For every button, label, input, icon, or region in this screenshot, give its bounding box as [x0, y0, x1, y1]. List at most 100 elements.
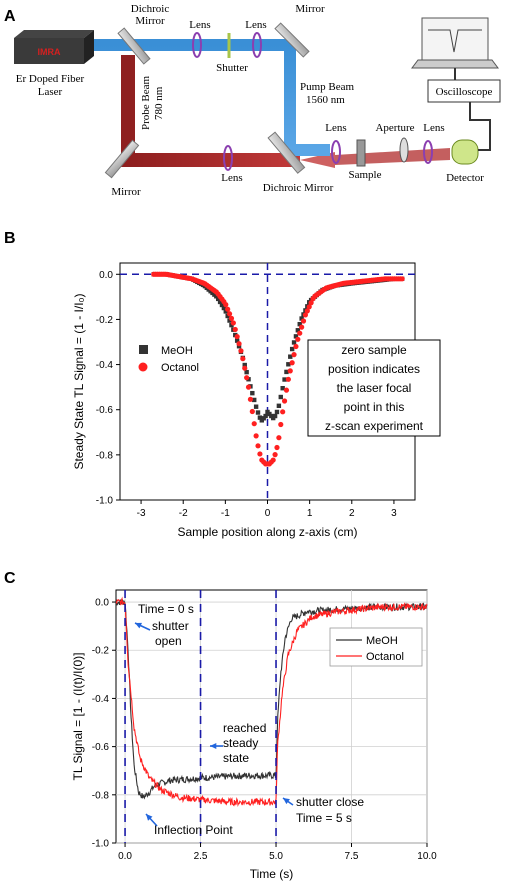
annotation-line-4: point in this	[344, 400, 405, 414]
panel-b-point-octanol	[251, 421, 257, 427]
panel-b-point-octanol	[300, 318, 307, 324]
panel-b-point-octanol	[306, 304, 312, 310]
probe-beam-path	[121, 55, 300, 167]
panel-b-point-octanol	[295, 336, 301, 342]
panel-b-point-octanol	[228, 315, 235, 321]
aperture	[399, 137, 409, 163]
pump-beam-label-1: Pump Beam	[300, 81, 355, 93]
panel-c-y-tick-label: -1.0	[92, 839, 110, 850]
panel-c-y-axis-label: TL Signal = [1 - (I(t)/I(0)]	[71, 653, 85, 781]
panel-b-y-tick-label: -0.4	[96, 360, 114, 371]
panel-b-point-meoh	[263, 413, 268, 419]
lens-5-label: Lens	[423, 122, 444, 134]
arrow-shutter-open-head	[135, 622, 142, 629]
lens-1-label: Lens	[189, 19, 210, 31]
mirror-bottom-left-label: Mirror	[111, 186, 141, 198]
panel-b-legend-marker-octanol	[138, 362, 148, 372]
panel-c-annotations: Time = 0 s shutter open reached steady s…	[138, 602, 364, 837]
panel-b-point-meoh	[295, 328, 301, 333]
panel-b-point-octanol	[255, 443, 261, 449]
panel-c-legend-label-octanol: Octanol	[366, 651, 404, 663]
panel-b-point-meoh	[276, 403, 282, 409]
lens-3-label: Lens	[221, 172, 242, 184]
annotation-steady-3: state	[223, 751, 249, 765]
panel-b-point-meoh	[288, 354, 293, 359]
laptop-icon	[411, 17, 499, 69]
panel-b-x-tick-label: 2	[349, 508, 355, 519]
panel-b-legend-label-meoh: MeOH	[161, 345, 193, 357]
sample-label: Sample	[349, 169, 382, 181]
dichroic-bottom-label: Dichroic Mirror	[263, 182, 334, 194]
panel-c-y-tick-label: 0.0	[95, 598, 109, 609]
panel-b-point-octanol	[249, 408, 255, 415]
panel-b-point-octanol	[245, 384, 252, 390]
pump-beam-label-2: 1560 nm	[306, 94, 345, 106]
panel-b-point-meoh	[225, 313, 230, 319]
panel-b-point-octanol	[278, 421, 284, 428]
lens-2-label: Lens	[245, 19, 266, 31]
detector-label: Detector	[446, 172, 484, 184]
panel-b-point-octanol	[293, 343, 299, 350]
dichroic-top-label-2: Mirror	[135, 15, 165, 27]
pump-beam-path	[92, 39, 330, 156]
panel-b-point-octanol	[242, 365, 248, 371]
panel-c-x-axis-label: Time (s)	[250, 867, 294, 881]
panel-b-legend-label-octanol: Octanol	[161, 362, 199, 374]
panel-b-x-axis-label: Sample position along z-axis (cm)	[177, 525, 357, 539]
panel-c-x-tick-label: 0.0	[118, 851, 132, 862]
panel-b-point-octanol	[270, 457, 276, 463]
annotation-line-5: z-scan experiment	[325, 419, 424, 433]
mirror-bottom-left	[104, 139, 140, 179]
panel-b-y-axis-label: Steady State TL Signal = (1 - I/I₀)	[72, 293, 86, 469]
arrow-shutter-close-head	[283, 798, 290, 805]
annotation-shutter-close: shutter close	[296, 795, 364, 809]
panel-b-point-meoh	[272, 413, 278, 419]
panel-b-point-octanol	[223, 302, 229, 308]
panel-b-point-octanol	[257, 451, 263, 457]
lens-3	[223, 145, 233, 171]
arrow-steady-state-head	[210, 742, 217, 750]
panel-b-x-tick-label: 0	[265, 508, 271, 519]
panel-b-point-octanol	[276, 435, 282, 441]
panel-b-point-meoh	[217, 299, 223, 305]
panel-b-point-meoh	[242, 362, 247, 368]
panel-b-point-octanol	[280, 409, 286, 415]
panel-c-chart: 0.0 2.5 5.0 7.5 10.0 0.0 -0.2 -0.4 -0.6 -0.8 -1.0 T…	[71, 589, 437, 881]
lens-4-label: Lens	[325, 122, 346, 134]
panel-b-point-octanol	[234, 333, 240, 340]
panel-b-point-octanol	[230, 320, 236, 326]
panel-c-y-tick-label: -0.8	[92, 790, 110, 801]
oscilloscope-label: Oscilloscope	[436, 86, 493, 98]
panel-b-y-tick-label: -0.2	[96, 315, 114, 326]
panel-b-chart: -3 -2 -1 0 1 2 3 0.0 -0.2 -0.4 -0.6 -0.8 -1.0 Sample …	[72, 262, 441, 539]
panel-b-point-meoh	[214, 294, 219, 299]
panel-b-point-meoh	[280, 385, 285, 391]
panel-b-point-octanol	[297, 330, 303, 336]
panel-b-point-meoh	[229, 322, 234, 328]
panel-b-point-meoh	[219, 302, 225, 308]
panel-b-point-meoh	[282, 377, 287, 382]
panel-b-point-meoh	[223, 309, 228, 314]
panel-b-point-meoh	[255, 410, 261, 415]
lens-5	[423, 140, 433, 164]
annotation-time5: Time = 5 s	[296, 811, 352, 825]
panel-c-x-tick-label: 2.5	[194, 851, 208, 862]
panel-c-x-tick-label: 5.0	[269, 851, 283, 862]
panel-c-legend-label-meoh: MeOH	[366, 635, 398, 647]
panel-b-point-meoh	[291, 340, 297, 345]
panel-b-point-meoh	[284, 369, 289, 375]
laser-brand-label: IMRA	[38, 47, 61, 57]
cable	[454, 68, 491, 151]
panel-b-label: B	[4, 230, 16, 247]
panel-b-point-meoh	[215, 296, 221, 302]
mirror-top-right-label: Mirror	[295, 3, 325, 15]
panel-b-point-octanol	[302, 312, 309, 318]
panel-b-point-octanol	[240, 356, 246, 362]
panel-b-point-meoh	[257, 415, 263, 420]
panel-b-annotation: zero sample position indicates the laser…	[325, 343, 424, 433]
panel-b-x-tick-label: 3	[391, 508, 397, 519]
panel-b-y-tick-label: -0.8	[96, 450, 114, 461]
panel-b-x-tick-label: -1	[221, 508, 230, 519]
dichroic-top-label-1: Dichroic	[131, 3, 170, 15]
